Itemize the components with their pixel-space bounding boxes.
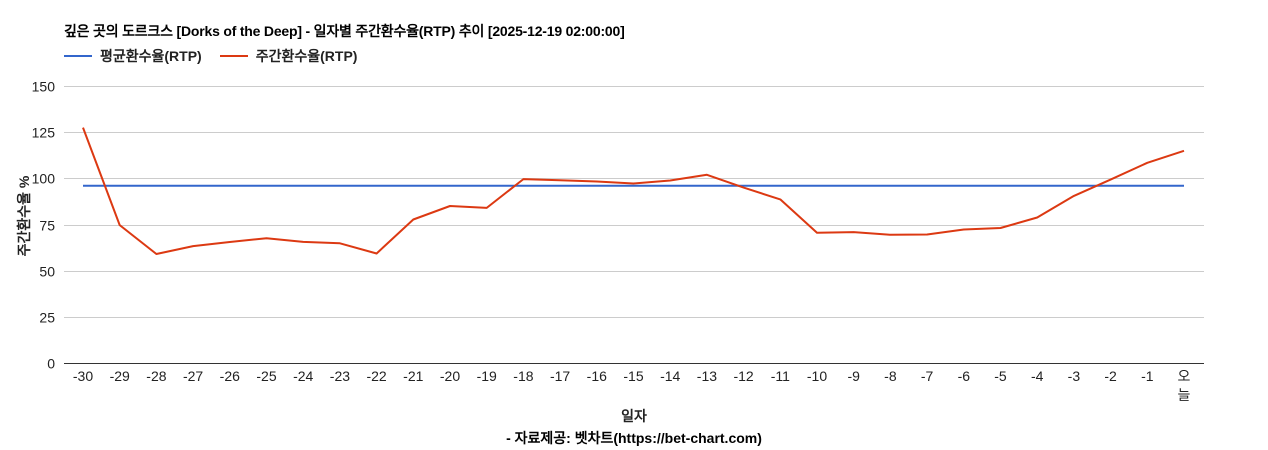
x-axis-label: 일자 [621, 408, 647, 424]
source-credit: - 자료제공: 벳차트(https://bet-chart.com) [506, 430, 762, 446]
series-lines [82, 127, 1185, 255]
x-tick-label: -3 [1068, 368, 1081, 384]
x-tick-label: 늘 [1178, 387, 1191, 403]
x-tick-label: -24 [293, 368, 313, 384]
x-tick-label: -27 [183, 368, 203, 384]
y-tick-label: 150 [32, 79, 56, 95]
x-tick-label: 오 [1178, 368, 1191, 384]
y-tick-label: 25 [39, 310, 55, 326]
x-tick-label: -28 [146, 368, 166, 384]
x-tick-label: -14 [660, 368, 680, 384]
x-tick-label: -18 [513, 368, 533, 384]
gridlines [64, 86, 1204, 364]
legend-label-average: 평균환수율(RTP) [100, 48, 202, 64]
legend-item-average[interactable]: 평균환수율(RTP) [64, 46, 202, 66]
x-tick-label: -29 [110, 368, 130, 384]
x-tick-label: -1 [1141, 368, 1154, 384]
x-tick-label: -26 [220, 368, 240, 384]
y-tick-label: 50 [39, 264, 55, 280]
y-tick-label: 0 [47, 356, 55, 372]
x-tick-label: -30 [73, 368, 93, 384]
x-tick-label: -8 [884, 368, 897, 384]
x-tick-label: -15 [623, 368, 643, 384]
x-tick-label: -25 [256, 368, 276, 384]
x-tick-label: -2 [1104, 368, 1117, 384]
legend-label-weekly: 주간환수율(RTP) [255, 48, 358, 64]
x-tick-label: -5 [994, 368, 1007, 384]
legend-swatch-average [64, 55, 92, 57]
x-axis-ticks: -30 -29 -28 -27 -26 -25 -24 -23 -22 -21 -20 -19 -18 -… [73, 368, 1191, 403]
x-tick-label: -7 [921, 368, 934, 384]
x-tick-label: -12 [733, 368, 753, 384]
x-tick-label: -4 [1031, 368, 1044, 384]
legend-item-weekly[interactable]: 주간환수율(RTP) [219, 46, 358, 66]
weekly-rtp-line[interactable] [82, 127, 1185, 255]
x-tick-label: -10 [807, 368, 827, 384]
x-tick-label: -23 [330, 368, 350, 384]
y-tick-label: 125 [32, 125, 56, 141]
x-tick-label: -6 [958, 368, 971, 384]
x-tick-label: -9 [847, 368, 860, 384]
chart-title: 깊은 곳의 도르크스 [Dorks of the Deep] - 일자별 주간환… [64, 23, 625, 39]
x-tick-label: -13 [697, 368, 717, 384]
y-tick-label: 75 [39, 218, 55, 234]
y-tick-label: 100 [32, 171, 56, 187]
x-tick-label: -11 [771, 368, 790, 384]
chart-legend: 평균환수율(RTP) 주간환수율(RTP) [64, 46, 375, 66]
x-tick-label: -20 [440, 368, 460, 384]
x-tick-label: -17 [550, 368, 570, 384]
legend-swatch-weekly [219, 55, 248, 57]
x-tick-label: -22 [366, 368, 386, 384]
x-tick-label: -21 [403, 368, 423, 384]
x-tick-label: -16 [587, 368, 607, 384]
y-axis-ticks: 0 25 50 75 100 125 150 [32, 79, 56, 372]
x-tick-label: -19 [477, 368, 497, 384]
